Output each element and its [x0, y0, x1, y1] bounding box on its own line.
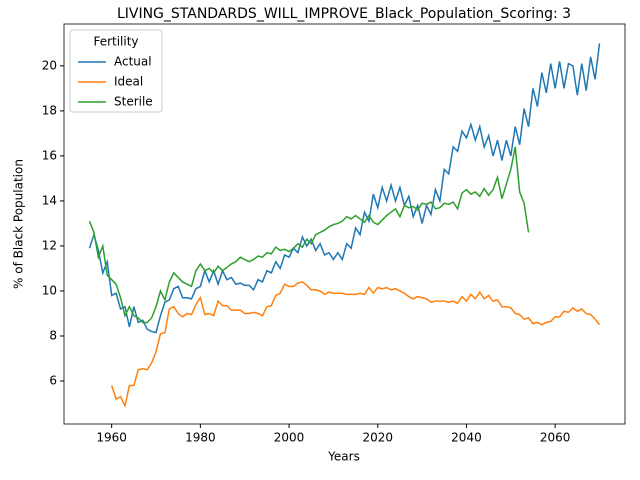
x-tick-label: 1960: [96, 431, 127, 445]
legend-label: Actual: [114, 55, 152, 69]
y-tick-label: 8: [49, 328, 57, 342]
y-tick-label: 12: [42, 238, 57, 252]
y-tick-label: 18: [42, 103, 57, 117]
series-line: [88, 146, 530, 324]
legend: Fertility Actual Ideal Sterile: [69, 29, 163, 113]
x-tick-label: 2040: [451, 431, 482, 445]
chart-title: LIVING_STANDARDS_WILL_IMPROVE_Black_Popu…: [117, 6, 571, 22]
x-tick-label: 2000: [274, 431, 305, 445]
x-axis-label: Years: [327, 450, 360, 464]
y-tick-label: 14: [42, 193, 57, 207]
plot-frame: [63, 23, 626, 425]
x-tick-label: 2060: [540, 431, 571, 445]
series-line: [88, 43, 601, 334]
series-line: [110, 281, 601, 409]
y-axis-label: % of Black Population: [12, 159, 26, 289]
y-tick-label: 20: [42, 58, 57, 72]
y-tick-label: 10: [42, 283, 57, 297]
x-tick-label: 1980: [185, 431, 216, 445]
x-tick-label: 2020: [362, 431, 393, 445]
y-tick-label: 6: [49, 374, 57, 388]
legend-label: Ideal: [114, 75, 143, 89]
legend-box: [69, 29, 163, 113]
legend-title: Fertility: [93, 35, 138, 49]
legend-label: Sterile: [114, 95, 153, 109]
y-tick-label: 16: [42, 148, 57, 162]
